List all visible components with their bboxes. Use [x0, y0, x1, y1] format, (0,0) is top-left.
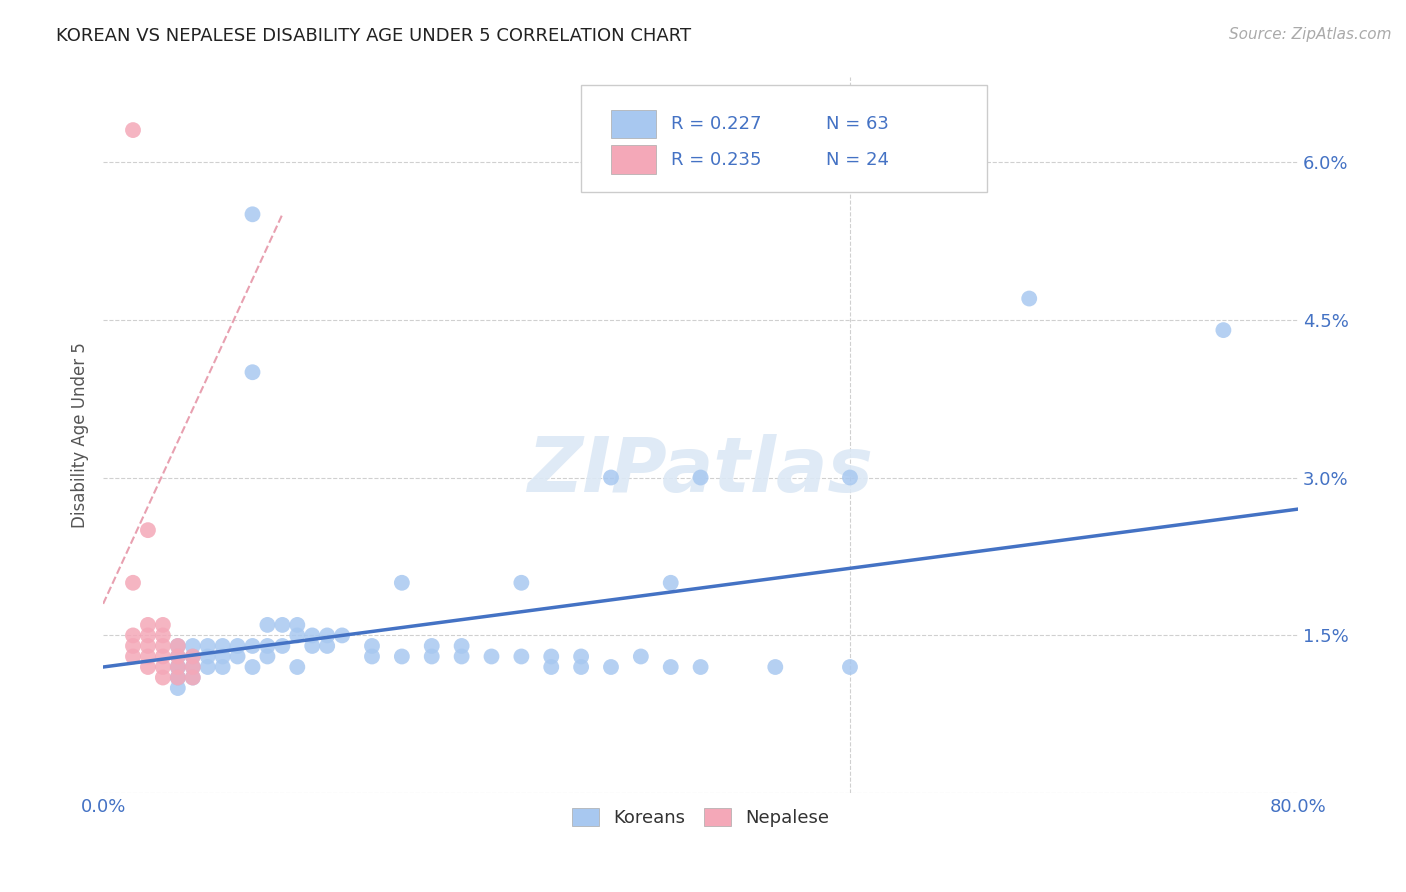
Point	[152, 671, 174, 685]
FancyBboxPatch shape	[612, 110, 657, 138]
Point	[450, 649, 472, 664]
Point	[569, 649, 592, 664]
Point	[391, 649, 413, 664]
Point	[136, 660, 159, 674]
Point	[569, 660, 592, 674]
Point	[420, 649, 443, 664]
Point	[166, 671, 188, 685]
Point	[136, 649, 159, 664]
Point	[242, 207, 264, 221]
Point	[256, 649, 278, 664]
Point	[285, 628, 308, 642]
Point	[540, 649, 562, 664]
Point	[285, 660, 308, 674]
Point	[166, 649, 188, 664]
Point	[152, 660, 174, 674]
Point	[242, 660, 264, 674]
Point	[361, 639, 384, 653]
Point	[391, 575, 413, 590]
Point	[689, 660, 711, 674]
Legend: Koreans, Nepalese: Koreans, Nepalese	[565, 801, 837, 834]
Point	[122, 649, 145, 664]
Point	[600, 660, 623, 674]
Y-axis label: Disability Age Under 5: Disability Age Under 5	[72, 343, 89, 528]
Text: N = 63: N = 63	[827, 115, 889, 133]
Point	[481, 649, 503, 664]
Point	[839, 470, 862, 484]
Point	[211, 649, 233, 664]
Point	[166, 639, 188, 653]
Point	[166, 639, 188, 653]
Point	[242, 639, 264, 653]
Point	[271, 639, 294, 653]
Point	[181, 639, 204, 653]
Point	[689, 470, 711, 484]
Point	[763, 660, 786, 674]
Point	[166, 649, 188, 664]
Text: R = 0.227: R = 0.227	[671, 115, 761, 133]
Point	[136, 628, 159, 642]
Point	[301, 639, 323, 653]
Point	[316, 639, 339, 653]
Point	[226, 649, 249, 664]
FancyBboxPatch shape	[581, 85, 987, 192]
Point	[181, 671, 204, 685]
Point	[181, 649, 204, 664]
Point	[450, 639, 472, 653]
Point	[122, 639, 145, 653]
Point	[839, 660, 862, 674]
Point	[152, 649, 174, 664]
Point	[122, 575, 145, 590]
Point	[152, 628, 174, 642]
Point	[600, 470, 623, 484]
Point	[659, 575, 682, 590]
Point	[181, 671, 204, 685]
Point	[316, 628, 339, 642]
Point	[330, 628, 353, 642]
Point	[122, 628, 145, 642]
Point	[136, 639, 159, 653]
Point	[540, 660, 562, 674]
Point	[659, 660, 682, 674]
Point	[211, 660, 233, 674]
Point	[301, 628, 323, 642]
Point	[152, 618, 174, 632]
Point	[256, 618, 278, 632]
Text: R = 0.235: R = 0.235	[671, 151, 761, 169]
Text: N = 24: N = 24	[827, 151, 889, 169]
Text: ZIPatlas: ZIPatlas	[527, 434, 873, 508]
Point	[166, 660, 188, 674]
Point	[181, 660, 204, 674]
Point	[211, 639, 233, 653]
FancyBboxPatch shape	[612, 145, 657, 174]
Text: Source: ZipAtlas.com: Source: ZipAtlas.com	[1229, 27, 1392, 42]
Point	[181, 660, 204, 674]
Text: KOREAN VS NEPALESE DISABILITY AGE UNDER 5 CORRELATION CHART: KOREAN VS NEPALESE DISABILITY AGE UNDER …	[56, 27, 692, 45]
Point	[197, 660, 219, 674]
Point	[136, 523, 159, 537]
Point	[136, 618, 159, 632]
Point	[510, 575, 533, 590]
Point	[285, 618, 308, 632]
Point	[1212, 323, 1234, 337]
Point	[166, 660, 188, 674]
Point	[197, 649, 219, 664]
Point	[166, 671, 188, 685]
Point	[420, 639, 443, 653]
Point	[361, 649, 384, 664]
Point	[256, 639, 278, 653]
Point	[630, 649, 652, 664]
Point	[510, 649, 533, 664]
Point	[166, 671, 188, 685]
Point	[166, 660, 188, 674]
Point	[271, 618, 294, 632]
Point	[226, 639, 249, 653]
Point	[152, 639, 174, 653]
Point	[122, 123, 145, 137]
Point	[197, 639, 219, 653]
Point	[166, 681, 188, 695]
Point	[181, 649, 204, 664]
Point	[1018, 292, 1040, 306]
Point	[242, 365, 264, 379]
